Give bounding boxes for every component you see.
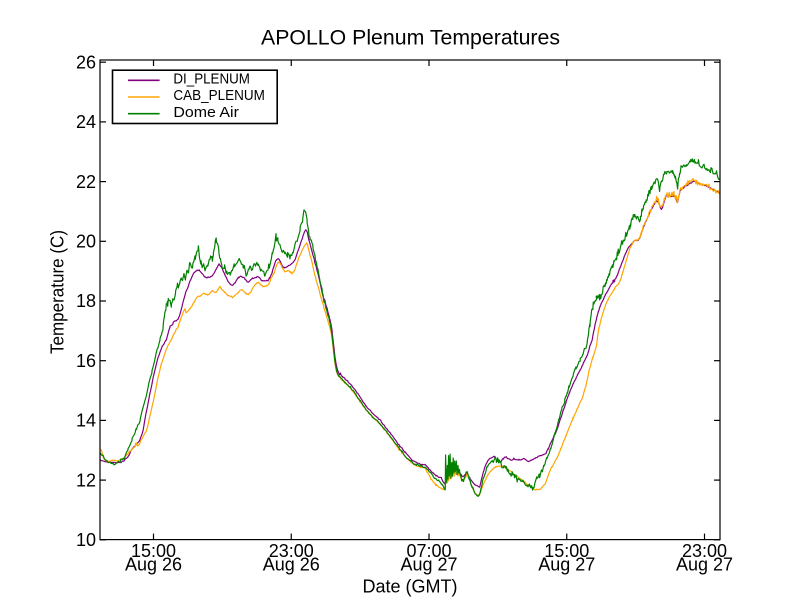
svg-text:07:00: 07:00 (406, 541, 451, 561)
svg-text:26: 26 (76, 52, 96, 72)
svg-text:14: 14 (76, 411, 96, 431)
svg-text:Dome Air: Dome Air (173, 104, 239, 121)
svg-text:Aug 26: Aug 26 (263, 555, 320, 575)
svg-text:Aug 27: Aug 27 (676, 555, 733, 575)
svg-text:APOLLO Plenum Temperatures: APOLLO Plenum Temperatures (261, 24, 560, 49)
svg-text:Aug 26: Aug 26 (125, 555, 182, 575)
svg-text:15:00: 15:00 (544, 541, 589, 561)
svg-text:24: 24 (76, 112, 96, 132)
svg-text:12: 12 (76, 470, 96, 490)
svg-text:23:00: 23:00 (269, 541, 314, 561)
svg-text:18: 18 (76, 291, 96, 311)
svg-text:Temperature (C): Temperature (C) (48, 230, 68, 354)
svg-text:10: 10 (76, 530, 96, 550)
svg-text:CAB_PLENUM: CAB_PLENUM (173, 87, 265, 104)
svg-text:DI_PLENUM: DI_PLENUM (173, 71, 250, 88)
svg-text:20: 20 (76, 232, 96, 252)
svg-text:15:00: 15:00 (131, 541, 176, 561)
svg-text:Date (GMT): Date (GMT) (362, 576, 457, 596)
svg-text:23:00: 23:00 (682, 541, 727, 561)
svg-text:22: 22 (76, 172, 96, 192)
svg-text:Aug 27: Aug 27 (400, 555, 457, 575)
svg-text:16: 16 (76, 351, 96, 371)
svg-text:Aug 27: Aug 27 (538, 555, 595, 575)
